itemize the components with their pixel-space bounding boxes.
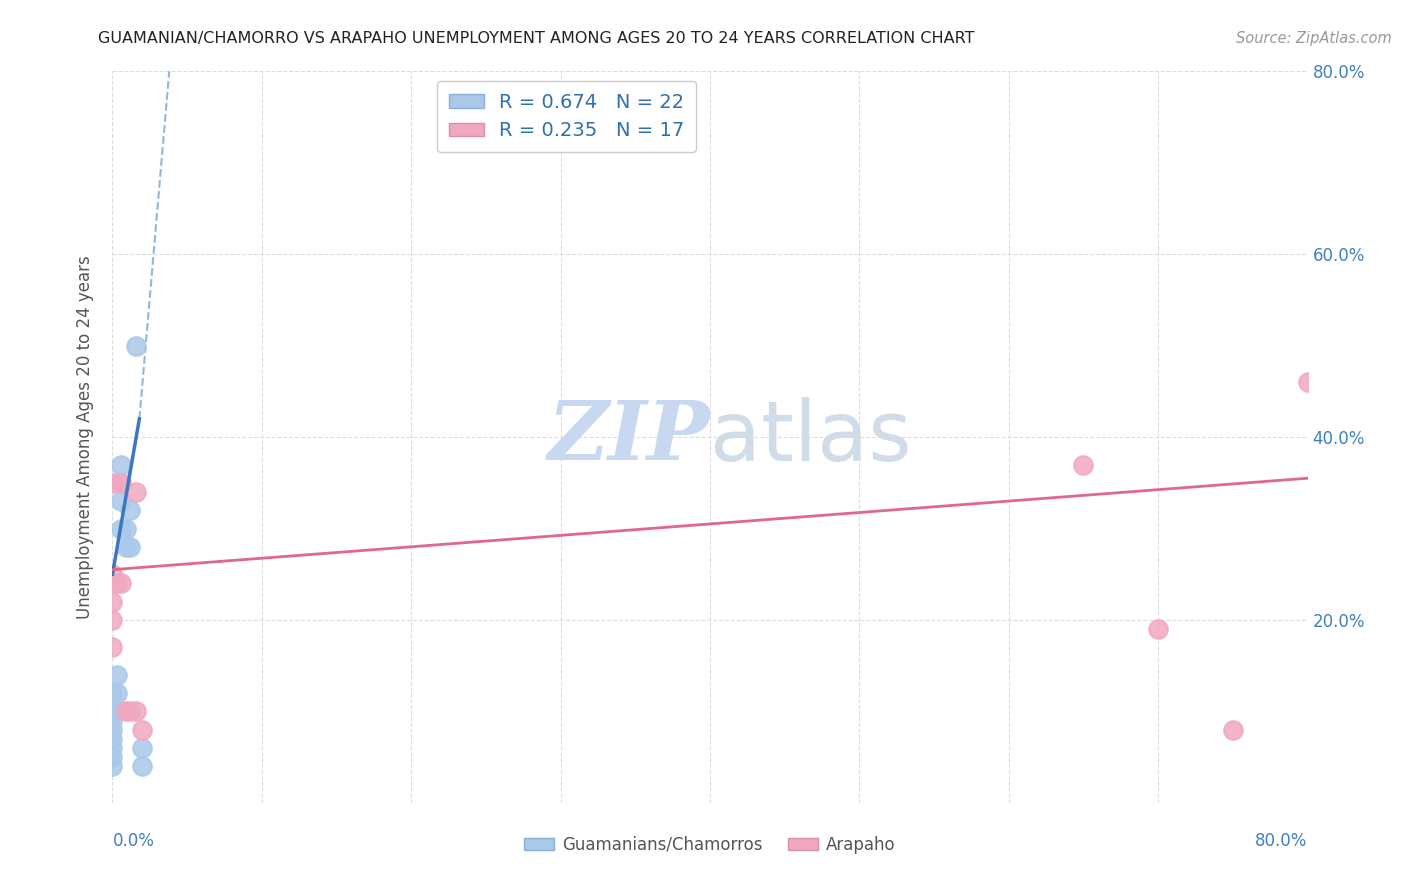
Point bbox=[125, 338, 148, 352]
Point bbox=[101, 731, 124, 746]
Point bbox=[101, 750, 124, 764]
Point bbox=[101, 640, 124, 655]
Point bbox=[101, 723, 124, 737]
Point bbox=[101, 475, 124, 490]
Point bbox=[101, 567, 124, 582]
Legend: Guamanians/Chamorros, Arapaho: Guamanians/Chamorros, Arapaho bbox=[517, 829, 903, 860]
Point bbox=[120, 705, 142, 719]
Point bbox=[101, 740, 124, 755]
Point bbox=[110, 475, 132, 490]
Point bbox=[101, 613, 124, 627]
Point bbox=[115, 521, 138, 535]
Point bbox=[105, 686, 128, 700]
Point bbox=[110, 458, 132, 472]
Point bbox=[1296, 375, 1319, 389]
Point bbox=[125, 485, 148, 500]
Point bbox=[120, 503, 142, 517]
Point bbox=[110, 475, 132, 490]
Point bbox=[110, 494, 132, 508]
Point bbox=[125, 705, 148, 719]
Text: ZIP: ZIP bbox=[547, 397, 710, 477]
Point bbox=[105, 576, 128, 591]
Point bbox=[101, 594, 124, 608]
Point bbox=[101, 686, 124, 700]
Point bbox=[1222, 723, 1244, 737]
Point bbox=[105, 667, 128, 681]
Text: 0.0%: 0.0% bbox=[112, 832, 155, 850]
Point bbox=[115, 540, 138, 554]
Text: GUAMANIAN/CHAMORRO VS ARAPAHO UNEMPLOYMENT AMONG AGES 20 TO 24 YEARS CORRELATION: GUAMANIAN/CHAMORRO VS ARAPAHO UNEMPLOYME… bbox=[98, 31, 974, 46]
Point bbox=[110, 521, 132, 535]
Point bbox=[101, 714, 124, 728]
Point bbox=[131, 723, 153, 737]
Text: 80.0%: 80.0% bbox=[1256, 832, 1308, 850]
Point bbox=[1147, 622, 1170, 636]
Point bbox=[115, 705, 138, 719]
Point bbox=[101, 759, 124, 773]
Point bbox=[131, 759, 153, 773]
Y-axis label: Unemployment Among Ages 20 to 24 years: Unemployment Among Ages 20 to 24 years bbox=[76, 255, 94, 619]
Point bbox=[131, 740, 153, 755]
Text: Source: ZipAtlas.com: Source: ZipAtlas.com bbox=[1236, 31, 1392, 46]
Point bbox=[110, 576, 132, 591]
Point bbox=[120, 540, 142, 554]
Point bbox=[101, 705, 124, 719]
Point bbox=[105, 705, 128, 719]
Text: atlas: atlas bbox=[710, 397, 911, 477]
Point bbox=[1073, 458, 1095, 472]
